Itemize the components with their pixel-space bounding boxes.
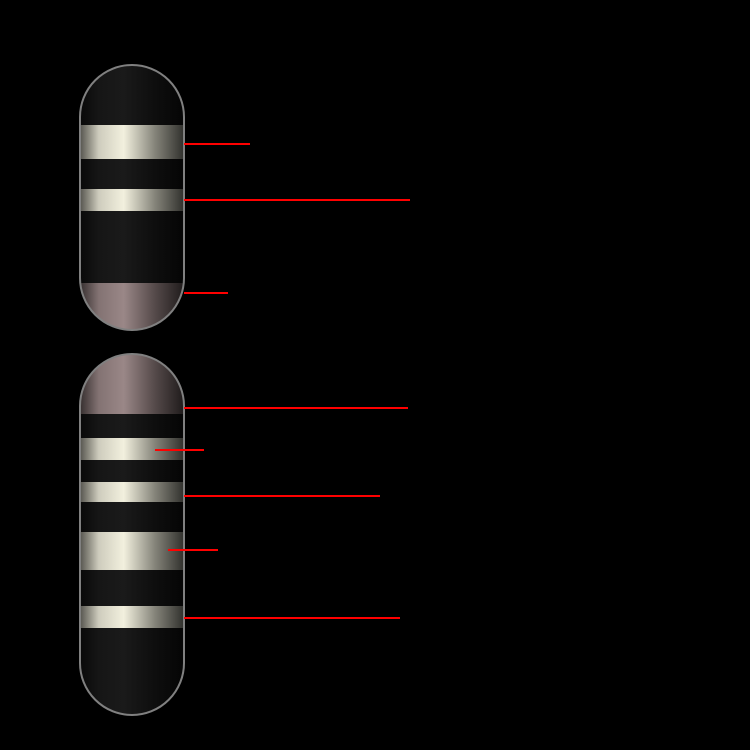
p-arm xyxy=(80,65,184,330)
q-band-4 xyxy=(80,482,184,502)
q-band-7 xyxy=(80,570,184,606)
chromosome-svg xyxy=(0,0,750,750)
q-band-3 xyxy=(80,460,184,482)
p-band-2 xyxy=(80,125,184,159)
p-band-5 xyxy=(80,211,184,283)
p-band-1 xyxy=(80,65,184,125)
q-band-8 xyxy=(80,606,184,628)
p-band-4 xyxy=(80,189,184,211)
q-band-9 xyxy=(80,628,184,715)
q-centromere xyxy=(80,354,184,414)
p-centromere xyxy=(80,283,184,330)
q-arm xyxy=(80,354,184,715)
p-band-3 xyxy=(80,159,184,189)
q-band-1 xyxy=(80,414,184,438)
q-band-5 xyxy=(80,502,184,532)
callouts xyxy=(155,144,410,618)
diagram-stage xyxy=(0,0,750,750)
